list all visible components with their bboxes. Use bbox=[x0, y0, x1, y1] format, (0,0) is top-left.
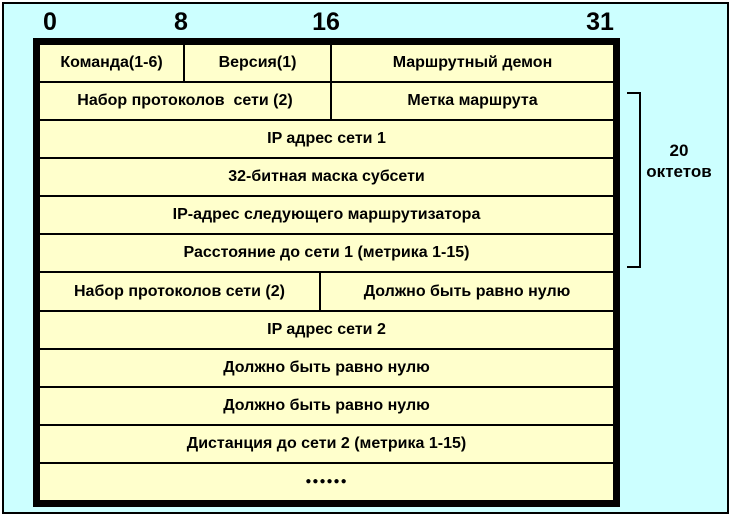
table-row: ●●●●●● bbox=[40, 461, 613, 500]
field-cell-routing-daemon: Маршрутный демон bbox=[329, 45, 613, 82]
bit-label-0: 0 bbox=[43, 8, 57, 36]
field-cell-next-hop: IP-адрес следующего маршрутизатора bbox=[172, 206, 481, 224]
bit-label-16: 16 bbox=[312, 8, 340, 36]
field-cell-must-be-zero-3: Должно быть равно нулю bbox=[223, 396, 430, 414]
field-cell-ip-address-2: IP адрес сети 2 bbox=[267, 320, 386, 338]
octets-bracket bbox=[627, 92, 641, 268]
table-row: Расстояние до сети 1 (метрика 1-15) bbox=[40, 233, 613, 271]
table-row: 32-битная маска субсети bbox=[40, 157, 613, 195]
field-cell-address-family-2: Набор протоколов сети (2) bbox=[74, 282, 285, 300]
field-cell-must-be-zero-1: Должно быть равно нулю bbox=[318, 273, 613, 310]
packet-format-table: Команда(1-6) Версия(1) Маршрутный демон … bbox=[33, 38, 620, 507]
field-cell-ellipsis-dots: ●●●●●● bbox=[305, 476, 348, 488]
field-cell-ip-address-1: IP адрес сети 1 bbox=[267, 130, 386, 148]
field-cell-address-family-1: Набор протоколов сети (2) bbox=[77, 92, 293, 110]
octets-label-line1: 20 bbox=[669, 141, 689, 160]
table-row: IP-адрес следующего маршрутизатора bbox=[40, 195, 613, 233]
octets-label-line2: октетов bbox=[646, 162, 712, 181]
table-row: Набор протоколов сети (2) Должно быть ра… bbox=[40, 271, 613, 310]
bit-label-8: 8 bbox=[174, 8, 188, 36]
field-cell-subnet-mask: 32-битная маска субсети bbox=[228, 168, 425, 186]
field-cell-must-be-zero-2: Должно быть равно нулю bbox=[223, 358, 430, 376]
field-cell-version: Версия(1) bbox=[183, 45, 330, 82]
table-row: Команда(1-6) Версия(1) Маршрутный демон bbox=[40, 45, 613, 82]
bit-label-31: 31 bbox=[586, 8, 614, 36]
table-row: Должно быть равно нулю bbox=[40, 347, 613, 386]
field-cell-metric-1: Расстояние до сети 1 (метрика 1-15) bbox=[183, 244, 470, 262]
table-row: Должно быть равно нулю bbox=[40, 385, 613, 424]
field-cell-command: Команда(1-6) bbox=[60, 54, 163, 72]
table-row: IP адрес сети 2 bbox=[40, 309, 613, 348]
field-cell-metric-2: Дистанция до сети 2 (метрика 1-15) bbox=[186, 434, 467, 452]
table-row: IP адрес сети 1 bbox=[40, 119, 613, 157]
octets-label: 20 октетов bbox=[644, 140, 714, 182]
table-row: Дистанция до сети 2 (метрика 1-15) bbox=[40, 423, 613, 462]
field-cell-route-tag: Метка маршрута bbox=[329, 83, 613, 120]
table-row: Набор протоколов сети (2) Метка маршрута bbox=[40, 81, 613, 120]
